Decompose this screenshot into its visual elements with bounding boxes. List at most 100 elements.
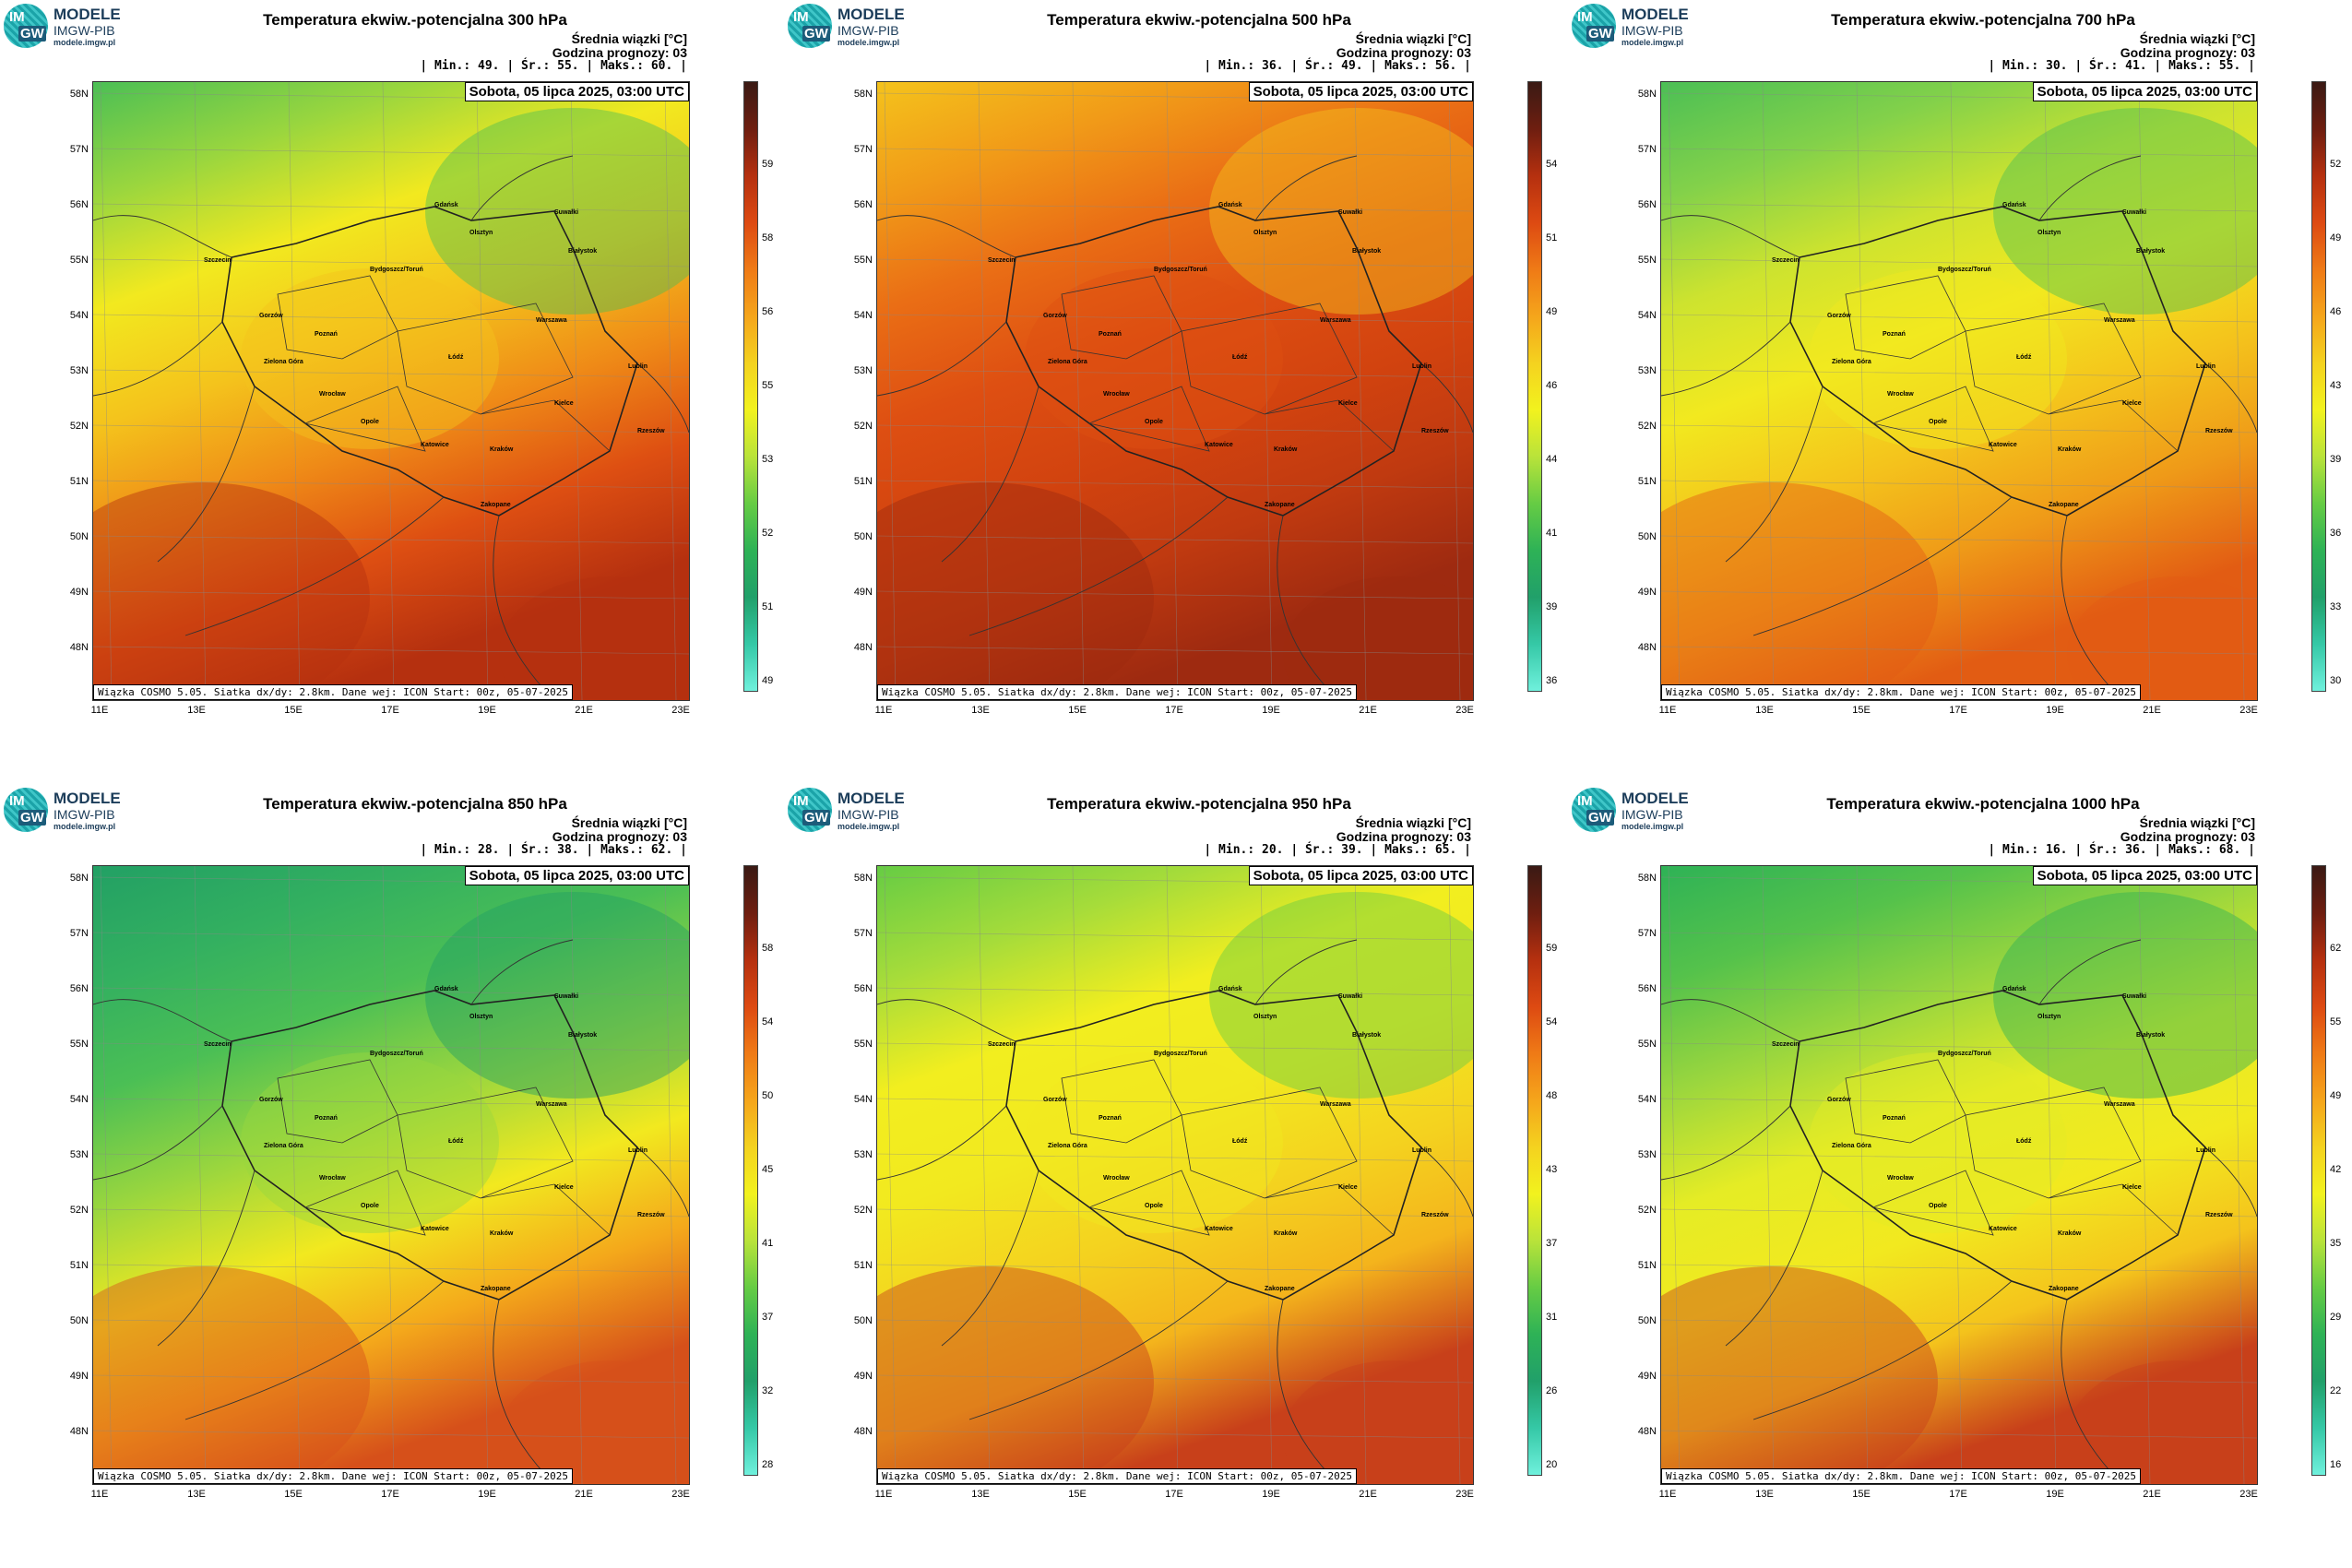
forecast-panel: IM GW MODELE IMGW-PIB modele.imgw.pl Temperat… xyxy=(784,0,1568,784)
color-scale-tick: 62 xyxy=(2330,943,2342,954)
city-label: Olsztyn xyxy=(2037,1014,2061,1020)
logo-title: MODELE xyxy=(1621,790,1689,807)
city-label: Gdańsk xyxy=(1218,986,1242,992)
date-label: Sobota, 05 lipca 2025, 03:00 UTC xyxy=(1248,82,1473,101)
longitude-label: 15E xyxy=(284,705,303,716)
forecast-map[interactable]: Gdańsk Olsztyn Suwałki Białystok Szczecin Byd… xyxy=(876,865,1474,1485)
logo-badge-top: IM xyxy=(793,793,809,809)
forecast-panel: IM GW MODELE IMGW-PIB modele.imgw.pl Temperat… xyxy=(784,784,1568,1568)
longitude-label: 21E xyxy=(1359,1489,1377,1500)
color-scale-bar xyxy=(743,81,758,692)
latitude-label: 57N xyxy=(853,928,873,939)
city-label: Bydgoszcz/Toruń xyxy=(370,267,423,273)
logo-badge-bottom: GW xyxy=(802,26,830,42)
forecast-panel: IM GW MODELE IMGW-PIB modele.imgw.pl Temperat… xyxy=(1568,784,2352,1568)
latitude-label: 55N xyxy=(1637,1039,1657,1050)
color-scale-bar xyxy=(743,865,758,1476)
imgw-logo[interactable]: IM GW MODELE IMGW-PIB modele.imgw.pl xyxy=(1572,788,1719,836)
city-label: Katowice xyxy=(1205,1226,1233,1232)
color-scale-tick: 26 xyxy=(1546,1385,1558,1396)
date-label: Sobota, 05 lipca 2025, 03:00 UTC xyxy=(2032,82,2257,101)
city-label: Poznań xyxy=(315,1115,338,1122)
latitude-label: 52N xyxy=(69,421,89,432)
city-label: Suwałki xyxy=(554,209,579,216)
city-label: Szczecin xyxy=(988,1041,1016,1048)
latitude-label: 54N xyxy=(853,310,873,321)
mean-label: Średnia wiązki [°C] xyxy=(2139,815,2255,830)
color-scale-tick: 54 xyxy=(1546,1016,1558,1028)
voivodeship-borders xyxy=(277,1059,611,1236)
latitude-label: 54N xyxy=(1637,310,1657,321)
city-label: Zielona Góra xyxy=(264,359,303,365)
country-borders xyxy=(93,155,689,700)
latitude-label: 56N xyxy=(69,199,89,210)
model-footer: Wiązka COSMO 5.05. Siatka dx/dy: 2.8km. … xyxy=(1661,1468,2141,1484)
city-label: Szczecin xyxy=(204,1041,232,1048)
city-label: Gorzów xyxy=(1043,1097,1067,1103)
logo-title: MODELE xyxy=(1621,6,1689,23)
forecast-panel: IM GW MODELE IMGW-PIB modele.imgw.pl Temperat… xyxy=(1568,0,2352,784)
latitude-label: 53N xyxy=(69,365,89,376)
longitude-label: 15E xyxy=(1068,1489,1087,1500)
latitude-label: 58N xyxy=(1637,89,1657,100)
city-label: Zielona Góra xyxy=(1832,1143,1871,1149)
longitude-label: 13E xyxy=(1755,1489,1774,1500)
longitude-label: 19E xyxy=(1262,1489,1280,1500)
stats-line: | Min.: 16. | Śr.: 36. | Maks.: 68. | xyxy=(1988,843,2255,857)
latitude-label: 58N xyxy=(69,873,89,884)
city-label: Kraków xyxy=(1274,446,1298,453)
imgw-logo[interactable]: IM GW MODELE IMGW-PIB modele.imgw.pl xyxy=(788,788,935,836)
imgw-logo[interactable]: IM GW MODELE IMGW-PIB modele.imgw.pl xyxy=(788,4,935,52)
color-scale-tick: 22 xyxy=(2330,1385,2342,1396)
imgw-logo[interactable]: IM GW MODELE IMGW-PIB modele.imgw.pl xyxy=(4,788,151,836)
city-label: Szczecin xyxy=(1772,257,1800,264)
latitude-label: 53N xyxy=(1637,1149,1657,1160)
longitude-label: 17E xyxy=(1165,1489,1183,1500)
city-label: Suwałki xyxy=(554,993,579,1000)
latitude-label: 54N xyxy=(853,1094,873,1105)
forecast-map[interactable]: Gdańsk Olsztyn Suwałki Białystok Szczecin Byd… xyxy=(1660,865,2258,1485)
city-label: Olsztyn xyxy=(469,230,493,236)
latitude-label: 48N xyxy=(853,1426,873,1437)
color-scale-tick: 33 xyxy=(2330,601,2342,612)
longitude-label: 17E xyxy=(381,1489,399,1500)
city-label: Opole xyxy=(1929,419,1947,425)
forecast-map[interactable]: Gdańsk Olsztyn Suwałki Białystok Szczecin Byd… xyxy=(876,81,1474,701)
longitude-label: 21E xyxy=(2143,1489,2161,1500)
forecast-map[interactable]: Gdańsk Olsztyn Suwałki Białystok Szczecin Byd… xyxy=(92,81,690,701)
city-label: Kielce xyxy=(1338,1184,1358,1191)
city-label: Wrocław xyxy=(319,391,346,398)
latitude-label: 50N xyxy=(1637,1315,1657,1326)
date-label: Sobota, 05 lipca 2025, 03:00 UTC xyxy=(464,866,689,885)
latitude-label: 55N xyxy=(853,1039,873,1050)
forecast-map[interactable]: Gdańsk Olsztyn Suwałki Białystok Szczecin Byd… xyxy=(1660,81,2258,701)
logo-org: IMGW-PIB xyxy=(1621,807,1683,822)
longitude-label: 15E xyxy=(1068,705,1087,716)
longitude-label: 17E xyxy=(1949,705,1967,716)
longitude-label: 17E xyxy=(381,705,399,716)
voivodeship-borders xyxy=(1061,275,1395,452)
city-label: Poznań xyxy=(315,331,338,338)
voivodeship-borders xyxy=(1845,275,2179,452)
latitude-label: 57N xyxy=(69,928,89,939)
longitude-label: 21E xyxy=(575,1489,593,1500)
city-label: Białystok xyxy=(568,1032,598,1039)
color-scale-tick: 51 xyxy=(1546,232,1558,244)
imgw-logo[interactable]: IM GW MODELE IMGW-PIB modele.imgw.pl xyxy=(4,4,151,52)
city-label: Wrocław xyxy=(319,1175,346,1182)
city-label: Katowice xyxy=(1205,442,1233,448)
latitude-label: 53N xyxy=(1637,365,1657,376)
city-label: Zielona Góra xyxy=(1832,359,1871,365)
city-label: Olsztyn xyxy=(1253,1014,1277,1020)
color-scale-tick: 46 xyxy=(1546,380,1558,391)
country-borders xyxy=(1661,939,2257,1484)
city-label: Zakopane xyxy=(1265,502,1295,508)
color-scale-tick: 41 xyxy=(762,1238,774,1249)
imgw-logo[interactable]: IM GW MODELE IMGW-PIB modele.imgw.pl xyxy=(1572,4,1719,52)
city-label: Zielona Góra xyxy=(264,1143,303,1149)
color-scale-tick: 43 xyxy=(2330,380,2342,391)
forecast-map[interactable]: Gdańsk Olsztyn Suwałki Białystok Szczecin Byd… xyxy=(92,865,690,1485)
longitude-label: 21E xyxy=(2143,705,2161,716)
longitude-label: 23E xyxy=(2239,1489,2258,1500)
latitude-label: 54N xyxy=(1637,1094,1657,1105)
